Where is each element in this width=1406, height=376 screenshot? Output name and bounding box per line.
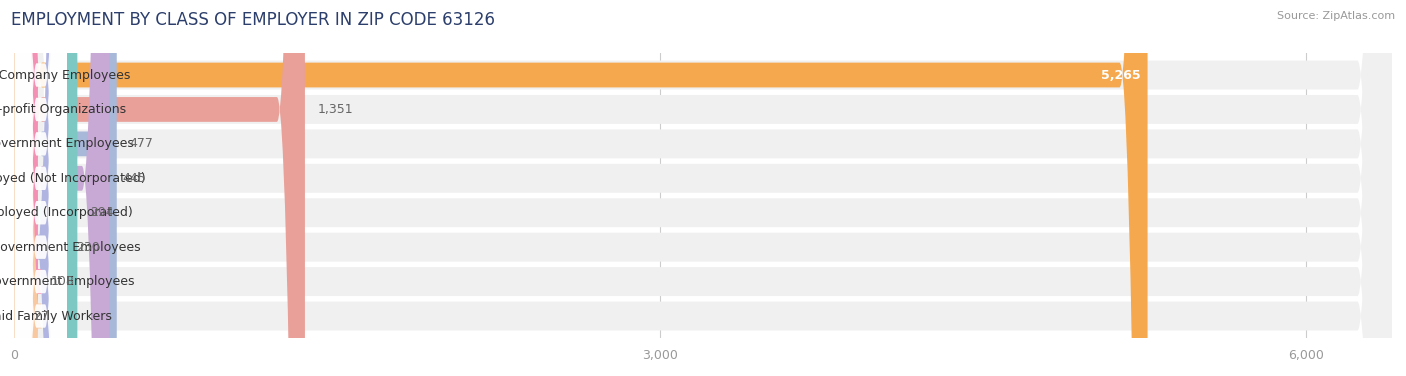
FancyBboxPatch shape (14, 0, 63, 376)
FancyBboxPatch shape (15, 0, 66, 376)
FancyBboxPatch shape (14, 0, 1392, 376)
FancyBboxPatch shape (0, 0, 42, 376)
Text: EMPLOYMENT BY CLASS OF EMPLOYER IN ZIP CODE 63126: EMPLOYMENT BY CLASS OF EMPLOYER IN ZIP C… (11, 11, 495, 29)
FancyBboxPatch shape (15, 0, 66, 376)
Text: 445: 445 (122, 172, 146, 185)
Text: Not-for-profit Organizations: Not-for-profit Organizations (0, 103, 127, 116)
FancyBboxPatch shape (15, 0, 66, 376)
FancyBboxPatch shape (14, 0, 1392, 376)
FancyBboxPatch shape (15, 0, 66, 376)
Text: 27: 27 (32, 309, 49, 323)
FancyBboxPatch shape (14, 0, 1392, 376)
Text: State Government Employees: State Government Employees (0, 275, 135, 288)
FancyBboxPatch shape (14, 0, 117, 376)
Text: Private Company Employees: Private Company Employees (0, 68, 131, 82)
Text: 108: 108 (51, 275, 75, 288)
Text: Source: ZipAtlas.com: Source: ZipAtlas.com (1277, 11, 1395, 21)
FancyBboxPatch shape (14, 0, 110, 376)
FancyBboxPatch shape (14, 0, 77, 376)
FancyBboxPatch shape (15, 0, 66, 376)
FancyBboxPatch shape (14, 0, 1392, 376)
FancyBboxPatch shape (15, 0, 66, 376)
FancyBboxPatch shape (15, 0, 66, 376)
FancyBboxPatch shape (14, 0, 305, 376)
FancyBboxPatch shape (14, 0, 1392, 376)
Text: 230: 230 (76, 241, 100, 254)
Text: Federal Government Employees: Federal Government Employees (0, 241, 141, 254)
Text: 477: 477 (129, 137, 153, 150)
Text: Unpaid Family Workers: Unpaid Family Workers (0, 309, 112, 323)
Text: Local Government Employees: Local Government Employees (0, 137, 134, 150)
FancyBboxPatch shape (14, 0, 1392, 376)
Text: Self-Employed (Not Incorporated): Self-Employed (Not Incorporated) (0, 172, 146, 185)
Text: Self-Employed (Incorporated): Self-Employed (Incorporated) (0, 206, 132, 219)
FancyBboxPatch shape (15, 0, 66, 376)
FancyBboxPatch shape (14, 0, 1147, 376)
FancyBboxPatch shape (10, 0, 42, 376)
Text: 294: 294 (90, 206, 114, 219)
Text: 5,265: 5,265 (1101, 68, 1142, 82)
Text: 1,351: 1,351 (318, 103, 353, 116)
FancyBboxPatch shape (14, 0, 1392, 376)
FancyBboxPatch shape (14, 0, 1392, 376)
